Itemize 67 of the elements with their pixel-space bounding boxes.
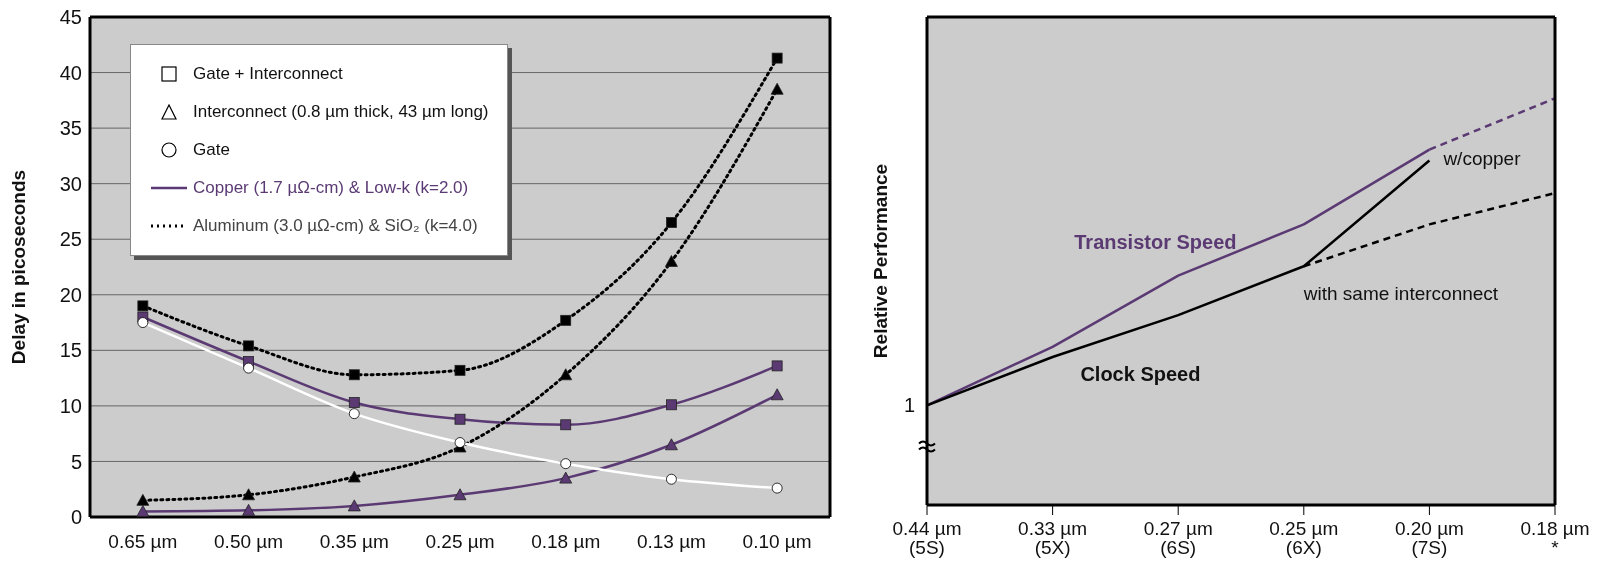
y-tick-label: 45 — [59, 6, 82, 29]
point — [243, 362, 254, 374]
point — [771, 360, 783, 372]
point — [137, 300, 149, 312]
point — [348, 397, 360, 408]
series-label: with same interconnect — [1302, 283, 1499, 305]
point — [771, 52, 783, 64]
x-tick-label: 0.44 µm (5S) — [892, 518, 962, 558]
series-label: Clock Speed — [1080, 363, 1201, 386]
point — [770, 388, 784, 401]
annotation: Gate + Interconnect — [193, 64, 343, 84]
text: 1 — [903, 394, 915, 417]
point — [560, 458, 572, 470]
y-axis-title: Delay in picoseconds — [7, 169, 29, 365]
y-tick-label: 40 — [59, 61, 82, 84]
point — [665, 438, 678, 451]
point — [454, 437, 466, 448]
y-tick-label: 35 — [59, 117, 82, 140]
point — [453, 488, 467, 501]
y-tick-label: 10 — [59, 394, 82, 417]
annotation: Interconnect (0.8 µm thick, 43 µm long) — [193, 102, 489, 122]
y-axis-title: Relative Performance — [870, 163, 891, 359]
x-tick-label: 0.35 µm — [319, 531, 389, 553]
y-tick-label: 15 — [59, 339, 82, 362]
point — [560, 419, 572, 431]
point — [137, 317, 149, 328]
point — [242, 503, 255, 516]
point — [666, 399, 677, 411]
x-tick-label: 0.25 µm — [425, 531, 495, 553]
point — [665, 255, 678, 267]
point — [666, 473, 677, 485]
point — [454, 364, 466, 376]
point — [454, 413, 466, 425]
point — [348, 369, 360, 381]
annotation: Copper (1.7 µΩ-cm) & Low-k (k=2.0) — [193, 178, 469, 198]
point — [559, 471, 573, 484]
point — [770, 82, 784, 95]
x-tick-label: 0.65 µm — [108, 531, 178, 553]
x-tick-label: 0.18 µm * — [1520, 518, 1590, 558]
annotation: w/copper — [1442, 147, 1522, 169]
annotation: Gate — [193, 140, 230, 160]
annotation: Aluminum (3.0 µΩ-cm) & SiO₂ (k=4.0) — [193, 216, 478, 236]
point — [243, 340, 254, 352]
y-tick-label: 5 — [70, 450, 82, 473]
x-tick-label: 0.50 µm — [214, 531, 284, 553]
point — [347, 470, 361, 483]
y-tick-label: 30 — [59, 172, 82, 195]
x-tick-label: 0.20 µm (7S) — [1394, 518, 1464, 558]
x-tick-label: 0.10 µm — [742, 531, 812, 553]
point — [347, 499, 361, 512]
x-tick-label: 0.25 µm (6X) — [1269, 518, 1339, 558]
point — [666, 217, 677, 228]
point — [136, 505, 150, 517]
y-tick-label: 20 — [59, 283, 82, 306]
point — [560, 314, 572, 326]
point — [771, 482, 783, 494]
x-tick-label: 0.13 µm — [636, 531, 706, 553]
y-tick-label: 25 — [59, 228, 82, 251]
point — [136, 493, 150, 506]
x-tick-label: 0.27 µm (6S) — [1143, 518, 1213, 558]
series-label: Transistor Speed — [1074, 231, 1237, 254]
x-tick-label: 0.33 µm (5X) — [1018, 518, 1088, 558]
x-tick-label: 0.18 µm — [531, 531, 601, 553]
y-tick-label: 0 — [70, 506, 82, 529]
point — [242, 488, 255, 501]
point — [559, 368, 573, 381]
point — [348, 408, 360, 420]
